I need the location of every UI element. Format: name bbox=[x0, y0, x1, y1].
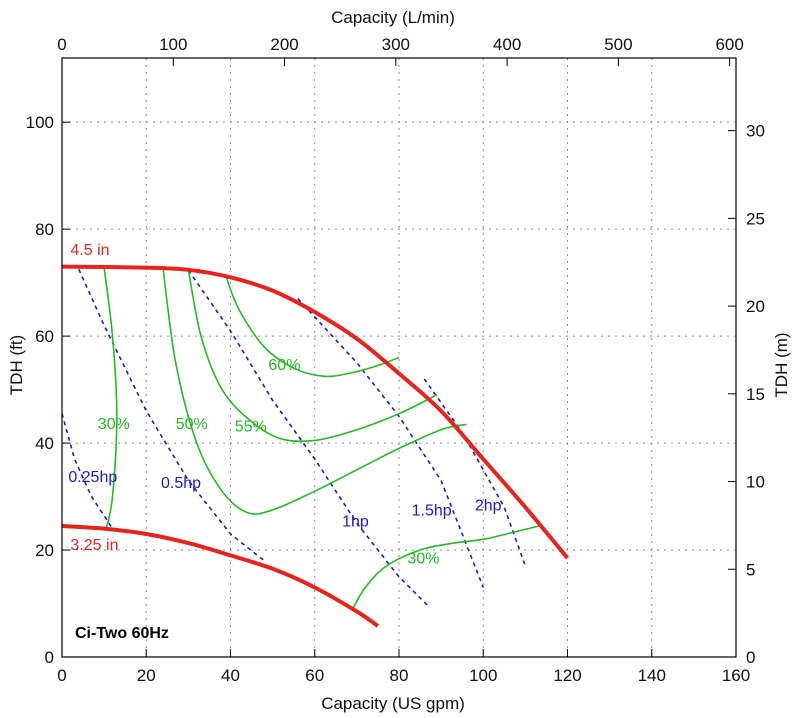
x2-tick-label: 200 bbox=[270, 35, 298, 54]
y2-tick-label: 10 bbox=[746, 473, 765, 492]
power-curve-0-25hp bbox=[61, 413, 114, 530]
x2-tick-label: 400 bbox=[493, 35, 521, 54]
x-tick-label: 40 bbox=[221, 666, 240, 685]
x2-tick-label: 0 bbox=[57, 35, 66, 54]
y2-tick-label: 0 bbox=[746, 648, 755, 667]
curve-label-1-5hp: 1.5hp bbox=[412, 502, 452, 519]
curve-label-30-: 30% bbox=[98, 416, 130, 433]
chart-title: Ci-Two 60Hz bbox=[75, 625, 169, 642]
efficiency-curve-55pct-2 bbox=[187, 269, 438, 443]
y-axis-title: TDH (ft) bbox=[7, 335, 26, 395]
efficiency-curve-50pct-1 bbox=[162, 268, 467, 515]
curves bbox=[61, 264, 570, 628]
efficiency-curve-30pct-4 bbox=[352, 524, 543, 610]
x-tick-label: 60 bbox=[305, 666, 324, 685]
curve-label-4-5-in: 4.5 in bbox=[70, 242, 109, 259]
y-tick-label: 40 bbox=[35, 434, 54, 453]
efficiency-curve-60pct-3 bbox=[225, 277, 400, 378]
x-tick-label: 80 bbox=[390, 666, 409, 685]
curve-label-0-5hp: 0.5hp bbox=[161, 475, 201, 492]
power-curve-1hp bbox=[187, 269, 430, 607]
x-tick-label: 0 bbox=[57, 666, 66, 685]
impeller-curve-3-25-in bbox=[61, 524, 380, 628]
y2-axis-title: TDH (m) bbox=[772, 332, 791, 397]
x2-tick-label: 100 bbox=[159, 35, 187, 54]
curve-label-50-: 50% bbox=[176, 416, 208, 433]
x-axis-title: Capacity (US gpm) bbox=[321, 694, 465, 713]
y-tick-label: 0 bbox=[45, 648, 54, 667]
efficiency-curve-30pct-0 bbox=[103, 267, 118, 529]
grid-lines bbox=[62, 58, 736, 657]
y-tick-label: 80 bbox=[35, 220, 54, 239]
power-curve-1-5hp bbox=[297, 298, 485, 588]
power-curve-2hp bbox=[423, 378, 527, 567]
x2-tick-label: 600 bbox=[715, 35, 743, 54]
curve-label-60-: 60% bbox=[268, 357, 300, 374]
power-curve-0-5hp bbox=[78, 268, 265, 562]
x2-tick-label: 300 bbox=[382, 35, 410, 54]
x2-axis-title: Capacity (L/min) bbox=[331, 8, 455, 27]
x-tick-label: 120 bbox=[553, 666, 581, 685]
x-tick-label: 100 bbox=[469, 666, 497, 685]
y2-tick-label: 5 bbox=[746, 560, 755, 579]
y2-tick-label: 25 bbox=[746, 209, 765, 228]
y2-tick-label: 15 bbox=[746, 385, 765, 404]
y-tick-label: 60 bbox=[35, 327, 54, 346]
x-tick-label: 140 bbox=[638, 666, 666, 685]
x-tick-label: 160 bbox=[722, 666, 750, 685]
x-tick-label: 20 bbox=[137, 666, 156, 685]
y-tick-label: 20 bbox=[35, 541, 54, 560]
curve-label-2hp: 2hp bbox=[475, 497, 502, 514]
curve-label-30-: 30% bbox=[407, 550, 439, 567]
curve-label-1hp: 1hp bbox=[342, 514, 369, 531]
curve-labels: 4.5 in 3.25 in 30% 50% 55% 60% 30% 0.25hp 0.5hp 1… bbox=[68, 242, 501, 568]
curve-label-3-25-in: 3.25 in bbox=[70, 537, 118, 554]
curve-label-0-25hp: 0.25hp bbox=[68, 469, 117, 486]
y2-tick-label: 20 bbox=[746, 297, 765, 316]
curve-label-55-: 55% bbox=[235, 418, 267, 435]
y2-tick-label: 30 bbox=[746, 122, 765, 141]
y-tick-label: 100 bbox=[26, 113, 54, 132]
x2-tick-label: 500 bbox=[604, 35, 632, 54]
impeller-curve-4-5-in bbox=[61, 264, 570, 560]
